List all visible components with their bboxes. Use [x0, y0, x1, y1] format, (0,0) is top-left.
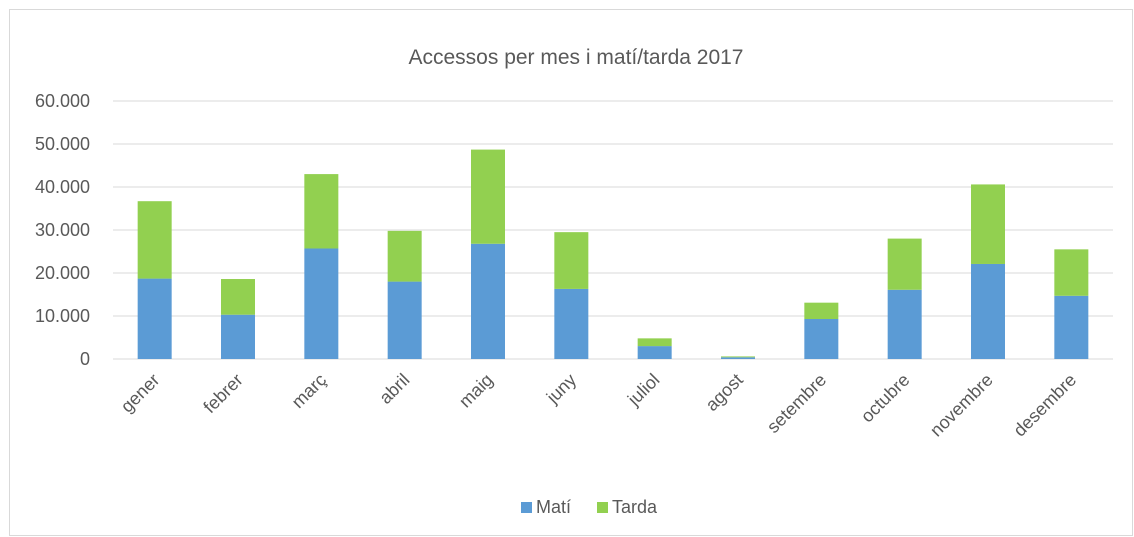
bar-tarda: [971, 184, 1005, 264]
bar-tarda: [721, 356, 755, 358]
bar-mati: [804, 319, 839, 359]
bar-mati: [554, 288, 589, 359]
x-tick-label: desembre: [1009, 370, 1080, 441]
x-tick-label: gener: [117, 370, 164, 417]
y-tick-label: 40.000: [35, 177, 90, 197]
x-tick-label: març: [288, 370, 330, 412]
bar-mati: [637, 346, 672, 359]
x-tick-label: maig: [455, 370, 497, 412]
bar-mati: [1054, 295, 1089, 359]
x-tick-label: abril: [375, 370, 413, 408]
bar-tarda: [304, 174, 339, 249]
bar-tarda: [137, 201, 172, 279]
bar-mati: [887, 289, 922, 359]
x-axis: gener febrer març abril maig juny juliol agost s…: [117, 370, 1080, 441]
bar-mati: [137, 278, 172, 359]
legend: Matí Tarda: [521, 497, 658, 517]
stacked-bar-chart: Accessos per mes i matí/tarda 2017 0 10.0…: [35, 46, 1113, 517]
bar-tarda: [1054, 249, 1089, 296]
x-tick-label: juliol: [623, 370, 663, 410]
x-tick-label: juny: [542, 370, 580, 408]
bar-tarda: [387, 230, 422, 282]
y-tick-label: 60.000: [35, 91, 90, 111]
bar-mati: [387, 281, 422, 359]
x-tick-label: setembre: [763, 370, 830, 437]
gridlines: [113, 100, 1113, 360]
x-tick-label: agost: [702, 370, 747, 415]
legend-label-tarda: Tarda: [612, 497, 658, 517]
chart-frame: Accessos per mes i matí/tarda 2017 0 10.0…: [9, 9, 1133, 536]
bar-mati: [471, 243, 505, 359]
y-tick-label: 20.000: [35, 263, 90, 283]
legend-label-mati: Matí: [536, 497, 571, 517]
y-tick-label: 10.000: [35, 306, 90, 326]
bar-mati: [304, 248, 339, 359]
y-tick-label: 0: [80, 349, 90, 369]
bar-mati: [221, 314, 255, 359]
bars: [137, 149, 1089, 359]
x-tick-label: febrer: [199, 370, 246, 417]
x-tick-label: novembre: [926, 370, 997, 441]
legend-swatch-mati: [521, 502, 532, 513]
y-tick-label: 30.000: [35, 220, 90, 240]
bar-tarda: [471, 149, 505, 244]
bar-tarda: [221, 279, 255, 315]
bar-tarda: [637, 338, 672, 347]
legend-swatch-tarda: [597, 502, 608, 513]
y-tick-label: 50.000: [35, 134, 90, 154]
bar-tarda: [804, 302, 839, 320]
x-tick-label: octubre: [857, 370, 914, 427]
chart-title: Accessos per mes i matí/tarda 2017: [409, 46, 744, 69]
bar-mati: [721, 357, 755, 359]
bar-mati: [971, 263, 1005, 359]
bar-tarda: [554, 232, 589, 289]
bar-tarda: [887, 238, 922, 290]
y-axis: 0 10.000 20.000 30.000 40.000 50.000 60.000: [35, 91, 90, 369]
